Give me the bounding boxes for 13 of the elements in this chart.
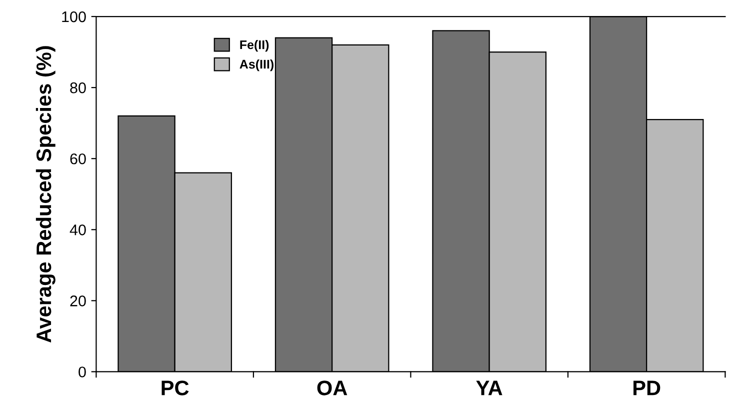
x-tick-label: PD: [633, 380, 660, 396]
x-tick-label: OA: [317, 380, 348, 396]
y-axis-title: Average Reduced Species (%): [36, 46, 56, 343]
legend-label: As(III): [240, 59, 274, 72]
x-tick-label: PC: [162, 380, 189, 396]
y-tick-label: 20: [70, 296, 86, 306]
y-tick-label: 0: [78, 366, 86, 378]
y-tick-label: 60: [70, 153, 86, 164]
y-tick-label: 40: [70, 224, 86, 236]
legend-label: Fe(II): [240, 40, 269, 52]
y-tick-label: 80: [70, 82, 86, 94]
y-tick-label: 100: [62, 11, 86, 22]
x-tick-label: YA: [476, 380, 502, 396]
